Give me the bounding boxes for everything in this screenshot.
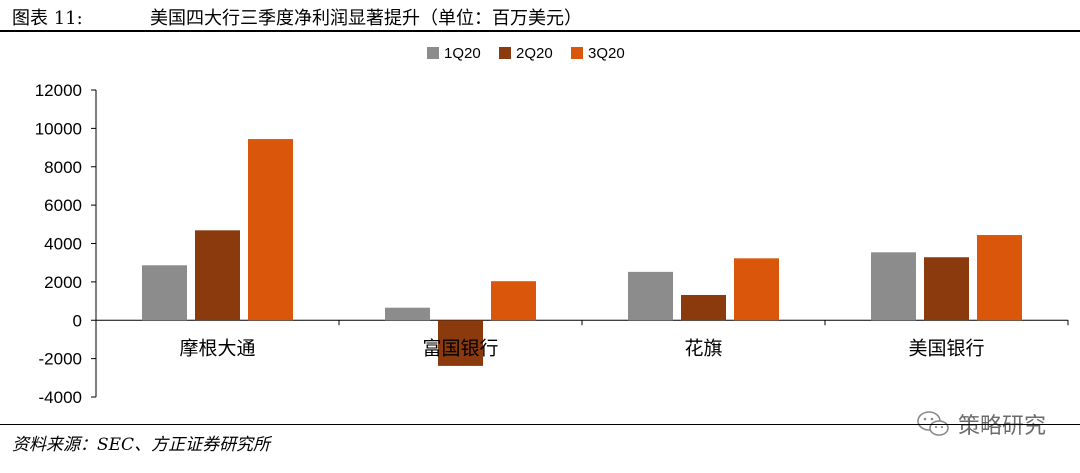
y-tick-label: -4000 xyxy=(39,388,82,407)
chart-svg: -4000 -2000 0 2000 4000 6000 8000 10000 12000 摩根大… xyxy=(35,45,1069,407)
figure-header: 图表 11: 美国四大行三季度净利润显著提升（单位：百万美元） xyxy=(0,0,1080,30)
legend-label: 1Q20 xyxy=(444,45,481,62)
x-category-label: 美国银行 xyxy=(908,337,984,359)
bar-1q20 xyxy=(628,271,673,321)
y-tick-label: 10000 xyxy=(35,119,82,138)
watermark-text: 策略研究 xyxy=(957,414,1046,439)
bar-3q20 xyxy=(491,281,536,321)
bar-2q20 xyxy=(438,320,483,366)
bar-3q20 xyxy=(248,139,293,321)
bar-1q20 xyxy=(871,252,916,321)
y-tick-label: 2000 xyxy=(44,273,82,292)
x-category-label: 富国银行 xyxy=(422,337,498,359)
bar-1q20 xyxy=(385,307,430,321)
bar-1q20 xyxy=(142,265,187,321)
legend-swatch-2q20 xyxy=(499,47,511,59)
legend-label: 2Q20 xyxy=(516,45,553,62)
bar-2q20 xyxy=(681,294,726,321)
x-category-label: 花旗 xyxy=(684,337,722,359)
legend-swatch-3q20 xyxy=(571,47,583,59)
bar-3q20 xyxy=(734,258,779,321)
footer-rule xyxy=(0,424,1080,425)
y-tick-label: 0 xyxy=(73,311,82,330)
y-tick-label: 12000 xyxy=(35,81,82,100)
bar-chart: -4000 -2000 0 2000 4000 6000 8000 10000 12000 摩根大… xyxy=(0,35,1080,420)
source-note: 资料来源：SEC、方正证券研究所 xyxy=(12,435,271,455)
bar-3q20 xyxy=(977,235,1022,321)
x-category-label: 摩根大通 xyxy=(179,337,255,359)
legend-swatch-1q20 xyxy=(427,47,439,59)
y-tick-label: 4000 xyxy=(44,235,82,254)
y-tick-label: 8000 xyxy=(44,158,82,177)
header-rule xyxy=(0,30,1080,32)
bar-2q20 xyxy=(924,257,969,321)
figure-label: 图表 11: xyxy=(12,8,83,29)
bar-2q20 xyxy=(195,230,240,321)
y-tick-label: 6000 xyxy=(44,196,82,215)
y-tick-label: -2000 xyxy=(39,350,82,369)
legend-label: 3Q20 xyxy=(588,45,625,62)
chart-title: 美国四大行三季度净利润显著提升（单位：百万美元） xyxy=(150,8,582,29)
